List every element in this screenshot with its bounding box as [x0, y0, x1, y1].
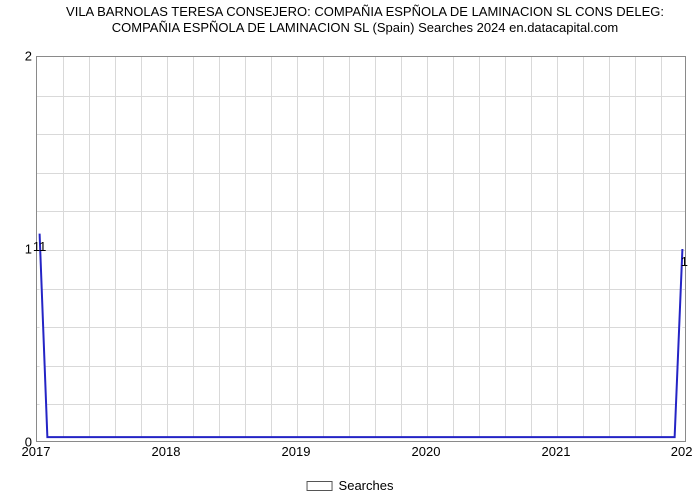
- x-tick-label: 2020: [412, 444, 441, 459]
- x-tick-label: 2021: [542, 444, 571, 459]
- data-point-label: 1: [681, 254, 688, 269]
- x-tick-label: 2017: [22, 444, 51, 459]
- legend-label: Searches: [339, 478, 394, 493]
- x-tick-label: 202: [671, 444, 693, 459]
- plot-area: 111: [36, 56, 686, 442]
- y-tick-label: 1: [6, 242, 32, 257]
- y-tick-label: 2: [6, 49, 32, 64]
- series-line: [37, 57, 685, 441]
- legend: Searches: [307, 478, 394, 493]
- chart-container: VILA BARNOLAS TERESA CONSEJERO: COMPAÑIA…: [0, 0, 700, 500]
- x-tick-label: 2018: [152, 444, 181, 459]
- x-tick-label: 2019: [282, 444, 311, 459]
- data-point-label: 11: [33, 239, 47, 254]
- chart-title: VILA BARNOLAS TERESA CONSEJERO: COMPAÑIA…: [40, 4, 690, 37]
- legend-swatch: [307, 481, 333, 491]
